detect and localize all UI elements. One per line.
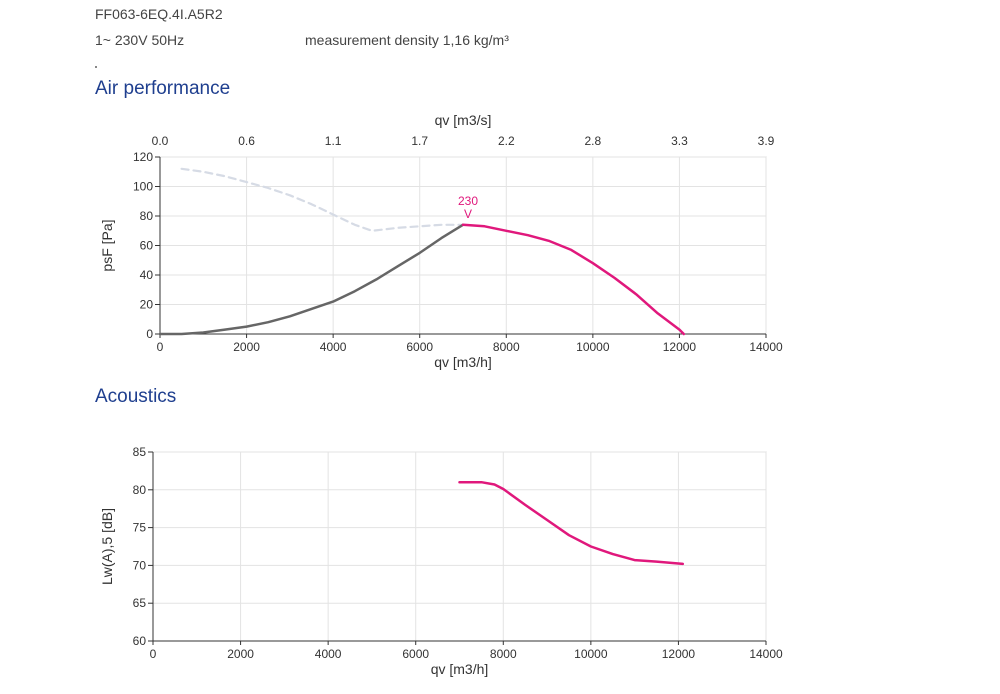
section-title-acoustics: Acoustics [95,386,177,407]
supply-voltage: 1~ 230V 50Hz [95,32,185,48]
x-tick-label: 0 [150,647,157,661]
x-tick-label: 2000 [233,340,260,354]
y-tick-label: 70 [133,558,147,572]
y-tick-label: 65 [133,596,147,610]
y-axis-title: psF [Pa] [99,219,115,271]
x2-tick-label: 0.6 [238,134,255,148]
x-tick-label: 14000 [749,647,783,661]
y-axis-title: Lw(A),5 [dB] [99,508,115,585]
x-tick-label: 6000 [406,340,433,354]
series-line-solid-gray [158,223,465,336]
y-tick-label: 80 [133,483,147,497]
y-tick-label: 120 [133,150,153,164]
x-tick-label: 8000 [493,340,520,354]
plot-frame [152,451,767,642]
x-tick-label: 12000 [662,647,696,661]
x-tick-label: 10000 [576,340,610,354]
x-tick-label: 4000 [320,340,347,354]
x2-tick-label: 0.0 [152,134,169,148]
x-tick-label: 6000 [402,647,429,661]
divider-dot [95,66,97,68]
x2-tick-label: 2.2 [498,134,515,148]
x-axis-title: qv [m3/h] [434,354,492,370]
series-line-solid-primary [461,223,686,336]
x-tick-label: 0 [157,340,164,354]
curve-annotation-sublabel: V [464,207,472,221]
series-line-solid-primary [458,480,685,566]
x-tick-label: 14000 [749,340,783,354]
y-tick-label: 60 [133,634,147,648]
x2-tick-label: 1.7 [411,134,428,148]
series-line-dashed [180,167,465,232]
y-tick-label: 75 [133,521,147,535]
y-tick-label: 60 [140,239,154,253]
x2-tick-label: 3.9 [758,134,775,148]
x-axis-title: qv [m3/h] [431,661,489,677]
model-name: FF063-6EQ.4I.A5R2 [95,6,223,22]
y-tick-label: 40 [140,268,154,282]
x-tick-label: 4000 [315,647,342,661]
section-title-air-performance: Air performance [95,78,231,99]
x2-tick-label: 2.8 [585,134,602,148]
y-tick-label: 100 [133,180,153,194]
curve-annotation-label: 230 [458,194,478,208]
y-tick-label: 0 [146,327,153,341]
x2-tick-label: 1.1 [325,134,342,148]
y-tick-label: 20 [140,298,154,312]
x2-tick-label: 3.3 [671,134,688,148]
measurement-density: measurement density 1,16 kg/m³ [305,32,509,48]
y-tick-label: 80 [140,209,154,223]
x-tick-label: 8000 [490,647,517,661]
x-tick-label: 2000 [227,647,254,661]
x2-axis-title: qv [m3/s] [435,112,492,128]
y-tick-label: 85 [133,445,147,459]
x-tick-label: 12000 [663,340,697,354]
x-tick-label: 10000 [574,647,608,661]
